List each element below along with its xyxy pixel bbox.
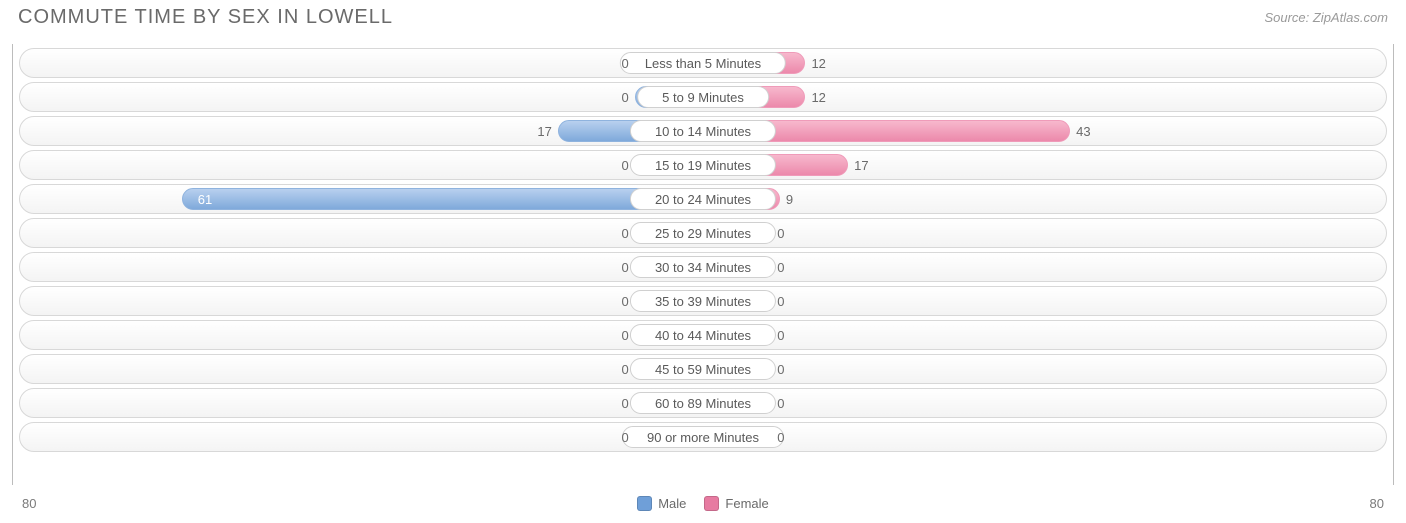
female-value: 0 [777,389,784,417]
chart-row: 10 to 14 Minutes 17 43 [19,116,1387,146]
category-label: 90 or more Minutes [622,426,784,448]
chart-source: Source: ZipAtlas.com [1264,10,1388,25]
category-label: 20 to 24 Minutes [630,188,776,210]
chart-row: 35 to 39 Minutes0 0 [19,286,1387,316]
female-value: 0 [777,355,784,383]
chart-row: 25 to 29 Minutes0 0 [19,218,1387,248]
category-label: 25 to 29 Minutes [630,222,776,244]
male-swatch-icon [637,496,652,511]
male-value: 0 [621,151,628,179]
female-value: 0 [777,287,784,315]
female-value: 0 [777,423,784,451]
male-value: 0 [621,83,628,111]
chart-row: 30 to 34 Minutes0 0 [19,252,1387,282]
female-value: 0 [777,321,784,349]
chart-row: 90 or more Minutes0 0 [19,422,1387,452]
axis-right-max: 80 [1360,496,1394,511]
category-label: Less than 5 Minutes [620,52,786,74]
male-value: 0 [621,287,628,315]
chart-title: COMMUTE TIME BY SEX IN LOWELL [18,6,393,29]
chart-row: 40 to 44 Minutes0 0 [19,320,1387,350]
category-label: 15 to 19 Minutes [630,154,776,176]
female-value: 12 [811,49,825,77]
chart-header: COMMUTE TIME BY SEX IN LOWELL Source: Zi… [0,0,1406,39]
female-value: 9 [786,185,793,213]
male-value: 61 [198,185,212,213]
axis-left-max: 80 [12,496,46,511]
legend-female: Female [704,496,768,511]
chart-row: Less than 5 Minutes0 12 [19,48,1387,78]
female-value: 43 [1076,117,1090,145]
male-value: 17 [537,117,551,145]
chart-area: Less than 5 Minutes0125 to 9 Minutes0121… [12,44,1394,485]
legend: Male Female [46,496,1359,511]
chart-row: 60 to 89 Minutes0 0 [19,388,1387,418]
male-value: 0 [621,49,628,77]
female-value: 12 [811,83,825,111]
legend-male-label: Male [658,496,686,511]
chart-row: 5 to 9 Minutes 0 12 [19,82,1387,112]
male-value: 0 [621,389,628,417]
male-value: 0 [621,355,628,383]
category-label: 10 to 14 Minutes [630,120,776,142]
female-value: 0 [777,253,784,281]
female-swatch-icon [704,496,719,511]
category-label: 40 to 44 Minutes [630,324,776,346]
chart-row: 20 to 24 Minutes 61 9 [19,184,1387,214]
female-value: 17 [854,151,868,179]
male-value: 0 [621,219,628,247]
legend-female-label: Female [725,496,768,511]
female-value: 0 [777,219,784,247]
legend-male: Male [637,496,686,511]
category-label: 45 to 59 Minutes [630,358,776,380]
category-label: 35 to 39 Minutes [630,290,776,312]
category-label: 30 to 34 Minutes [630,256,776,278]
chart-footer: 80 Male Female 80 [12,489,1394,517]
male-value: 0 [621,321,628,349]
male-value: 0 [621,253,628,281]
category-label: 60 to 89 Minutes [630,392,776,414]
male-bar [182,188,703,210]
chart-row: 15 to 19 Minutes0 17 [19,150,1387,180]
chart-row: 45 to 59 Minutes0 0 [19,354,1387,384]
male-value: 0 [621,423,628,451]
category-label: 5 to 9 Minutes [637,86,769,108]
